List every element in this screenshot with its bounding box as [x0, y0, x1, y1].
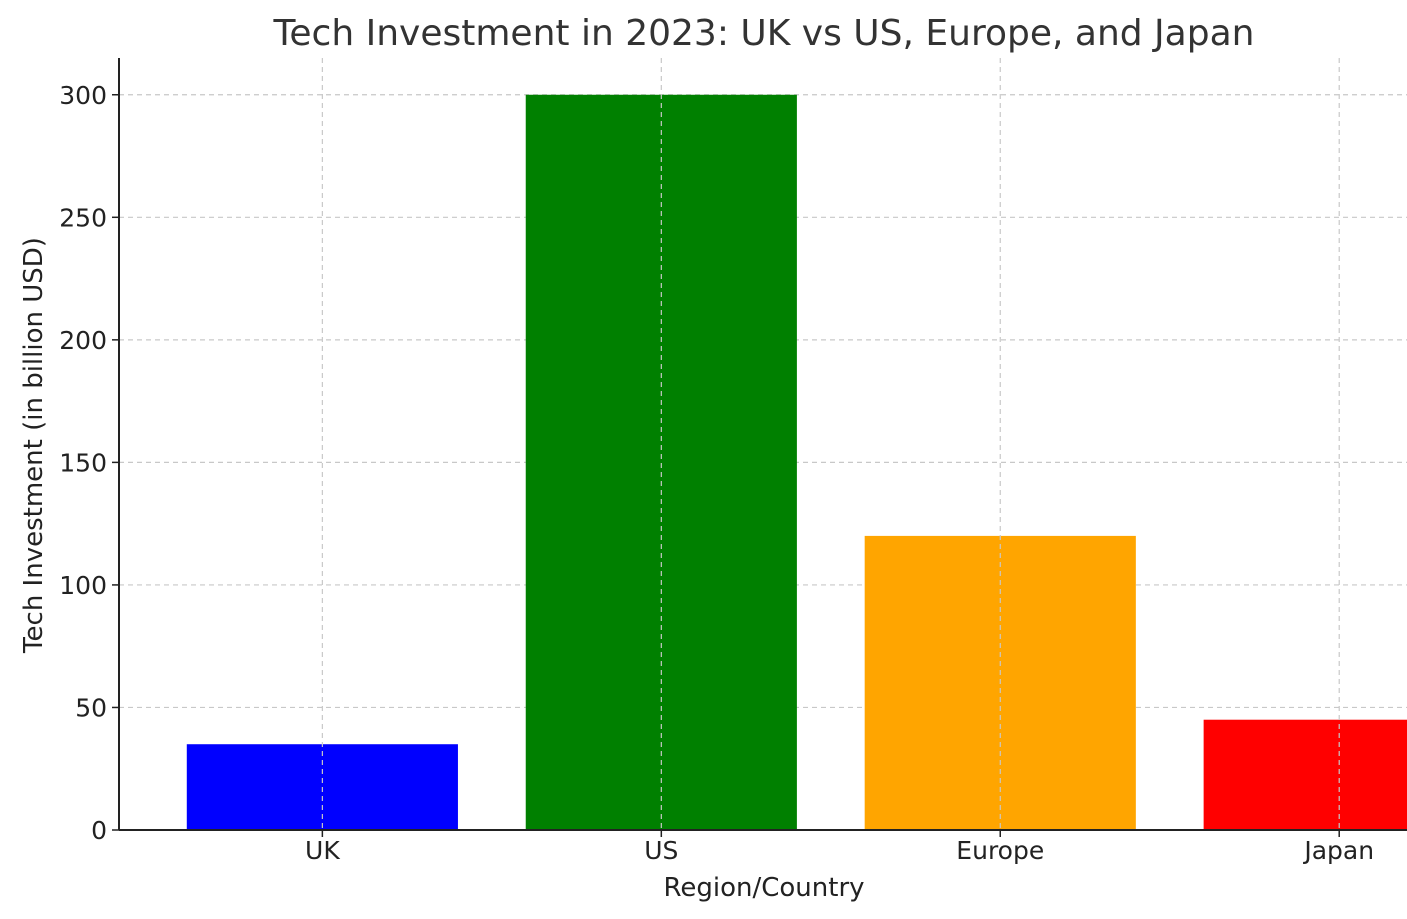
x-axis-label: Region/Country — [663, 873, 864, 903]
y-tick-label: 0 — [91, 816, 107, 845]
axes — [112, 58, 1407, 837]
x-tick-label: Europe — [956, 836, 1044, 865]
y-tick-label: 50 — [75, 693, 107, 722]
tick-labels: 0 50 100 150 200 250 300 UK US Europe Japan — [59, 81, 1374, 865]
y-tick-label: 250 — [59, 203, 107, 232]
bars — [186, 58, 1407, 830]
bar-japan — [1203, 719, 1407, 830]
y-tick-label: 100 — [59, 571, 107, 600]
x-tick-label: US — [644, 836, 678, 865]
x-tick-label: UK — [305, 836, 340, 865]
y-tick-label: 300 — [59, 81, 107, 110]
y-tick-label: 150 — [59, 448, 107, 477]
chart-title: Tech Investment in 2023: UK vs US, Europ… — [273, 13, 1255, 54]
y-axis-label: Tech Investment (in billion USD) — [19, 237, 49, 654]
y-tick-label: 200 — [59, 326, 107, 355]
x-tick-label: Japan — [1302, 836, 1374, 865]
